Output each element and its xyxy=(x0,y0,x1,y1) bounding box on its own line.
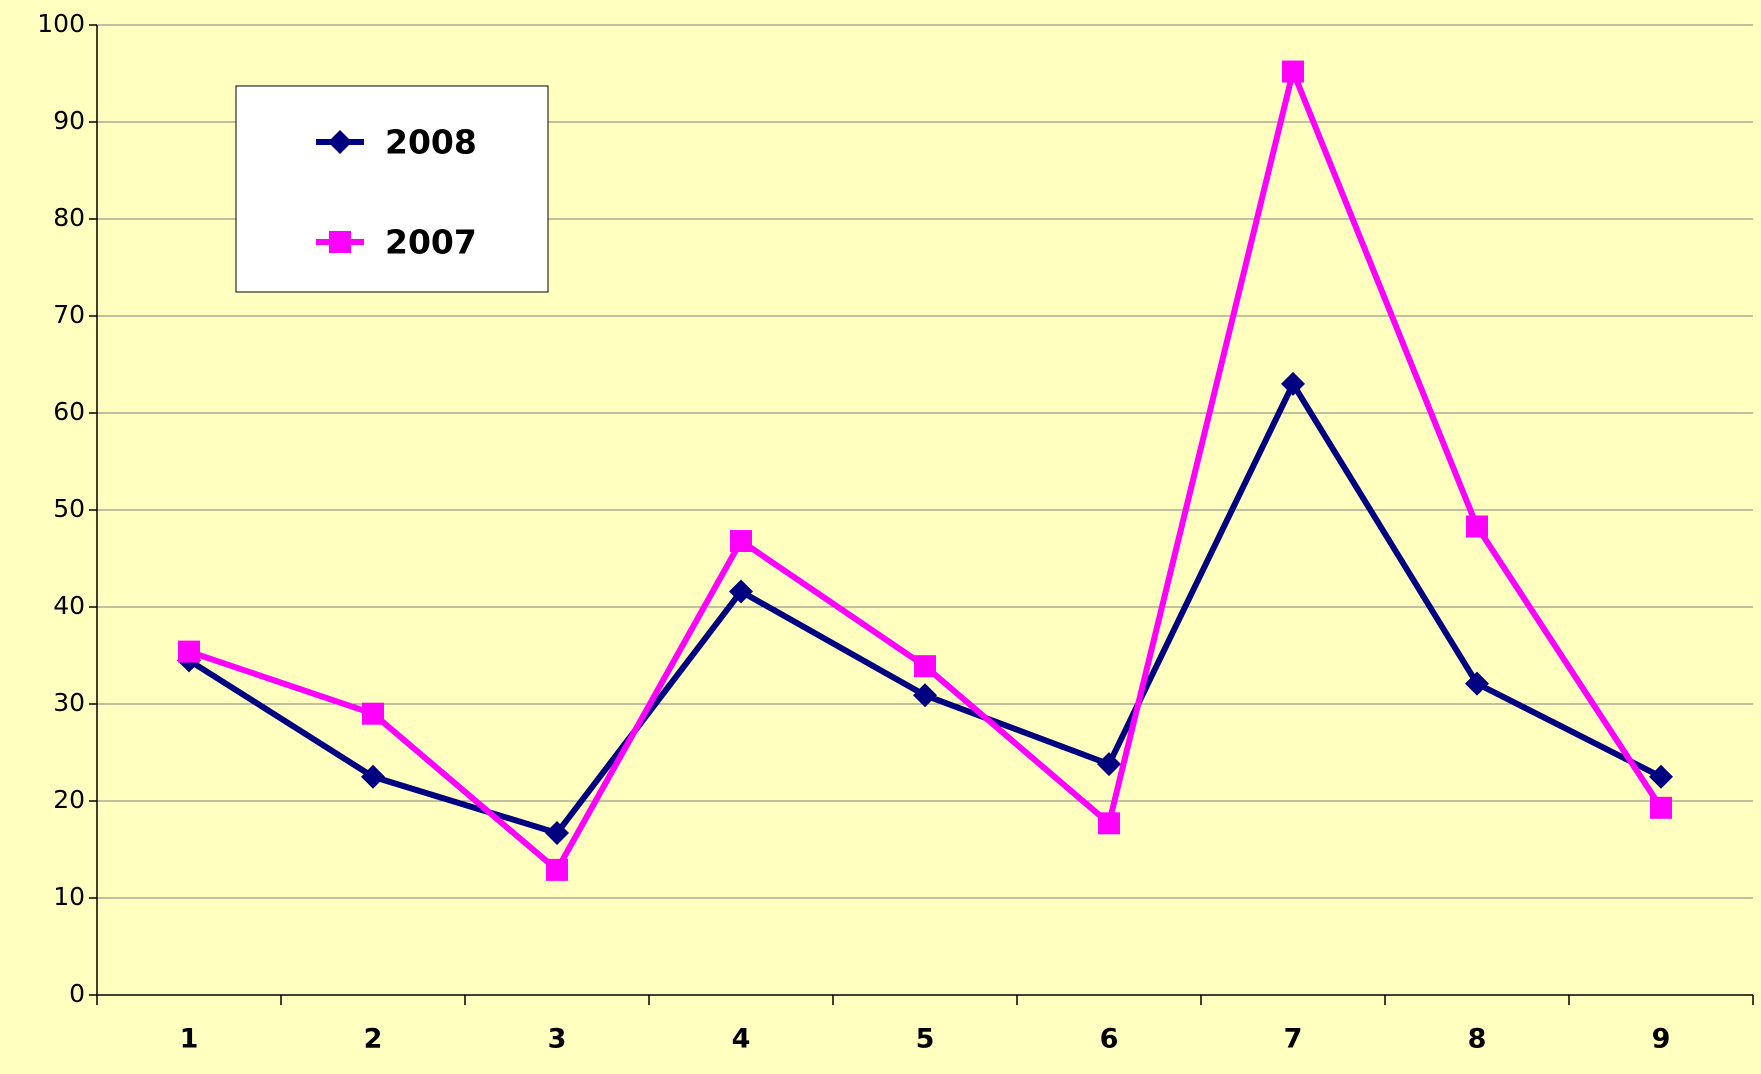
point xyxy=(1098,812,1120,835)
legend-label: 2008 xyxy=(385,123,477,162)
legend-marker xyxy=(329,231,351,253)
point xyxy=(1465,671,1489,696)
y-tick-label: 90 xyxy=(53,106,85,135)
legend-marker xyxy=(328,130,352,154)
point xyxy=(729,579,753,604)
y-tick-label: 50 xyxy=(53,494,85,523)
y-tick-label: 80 xyxy=(53,203,85,232)
point xyxy=(1649,764,1673,789)
y-tick-label: 60 xyxy=(53,397,85,426)
point xyxy=(178,640,200,663)
x-tick-label: 5 xyxy=(916,1024,935,1055)
y-tick-label: 100 xyxy=(37,9,85,38)
point xyxy=(1281,371,1305,396)
point xyxy=(1282,60,1304,83)
x-tick-label: 2 xyxy=(364,1024,383,1055)
y-tick-label: 40 xyxy=(53,591,85,620)
point xyxy=(1097,752,1121,777)
x-tick-label: 7 xyxy=(1284,1024,1303,1055)
x-tick-label: 1 xyxy=(180,1024,199,1055)
y-tick-label: 10 xyxy=(53,882,85,911)
y-tick-label: 70 xyxy=(53,300,85,329)
point xyxy=(730,530,752,553)
point xyxy=(913,683,937,708)
x-tick-label: 8 xyxy=(1468,1024,1487,1055)
legend-box xyxy=(235,85,549,293)
x-tick-label: 9 xyxy=(1652,1024,1671,1055)
x-tick-label: 4 xyxy=(732,1024,751,1055)
point xyxy=(361,764,385,789)
y-tick-label: 0 xyxy=(69,979,85,1008)
legend: 2008 2007 xyxy=(235,85,549,293)
point xyxy=(545,821,569,846)
y-tick-label: 30 xyxy=(53,688,85,717)
legend-label: 2007 xyxy=(385,223,477,262)
point xyxy=(546,858,568,881)
point xyxy=(1650,796,1672,819)
x-tick-label: 3 xyxy=(548,1024,567,1055)
point xyxy=(362,702,384,725)
point xyxy=(914,655,936,678)
point xyxy=(1466,515,1488,538)
y-tick-label: 20 xyxy=(53,785,85,814)
x-tick-label: 6 xyxy=(1100,1024,1119,1055)
